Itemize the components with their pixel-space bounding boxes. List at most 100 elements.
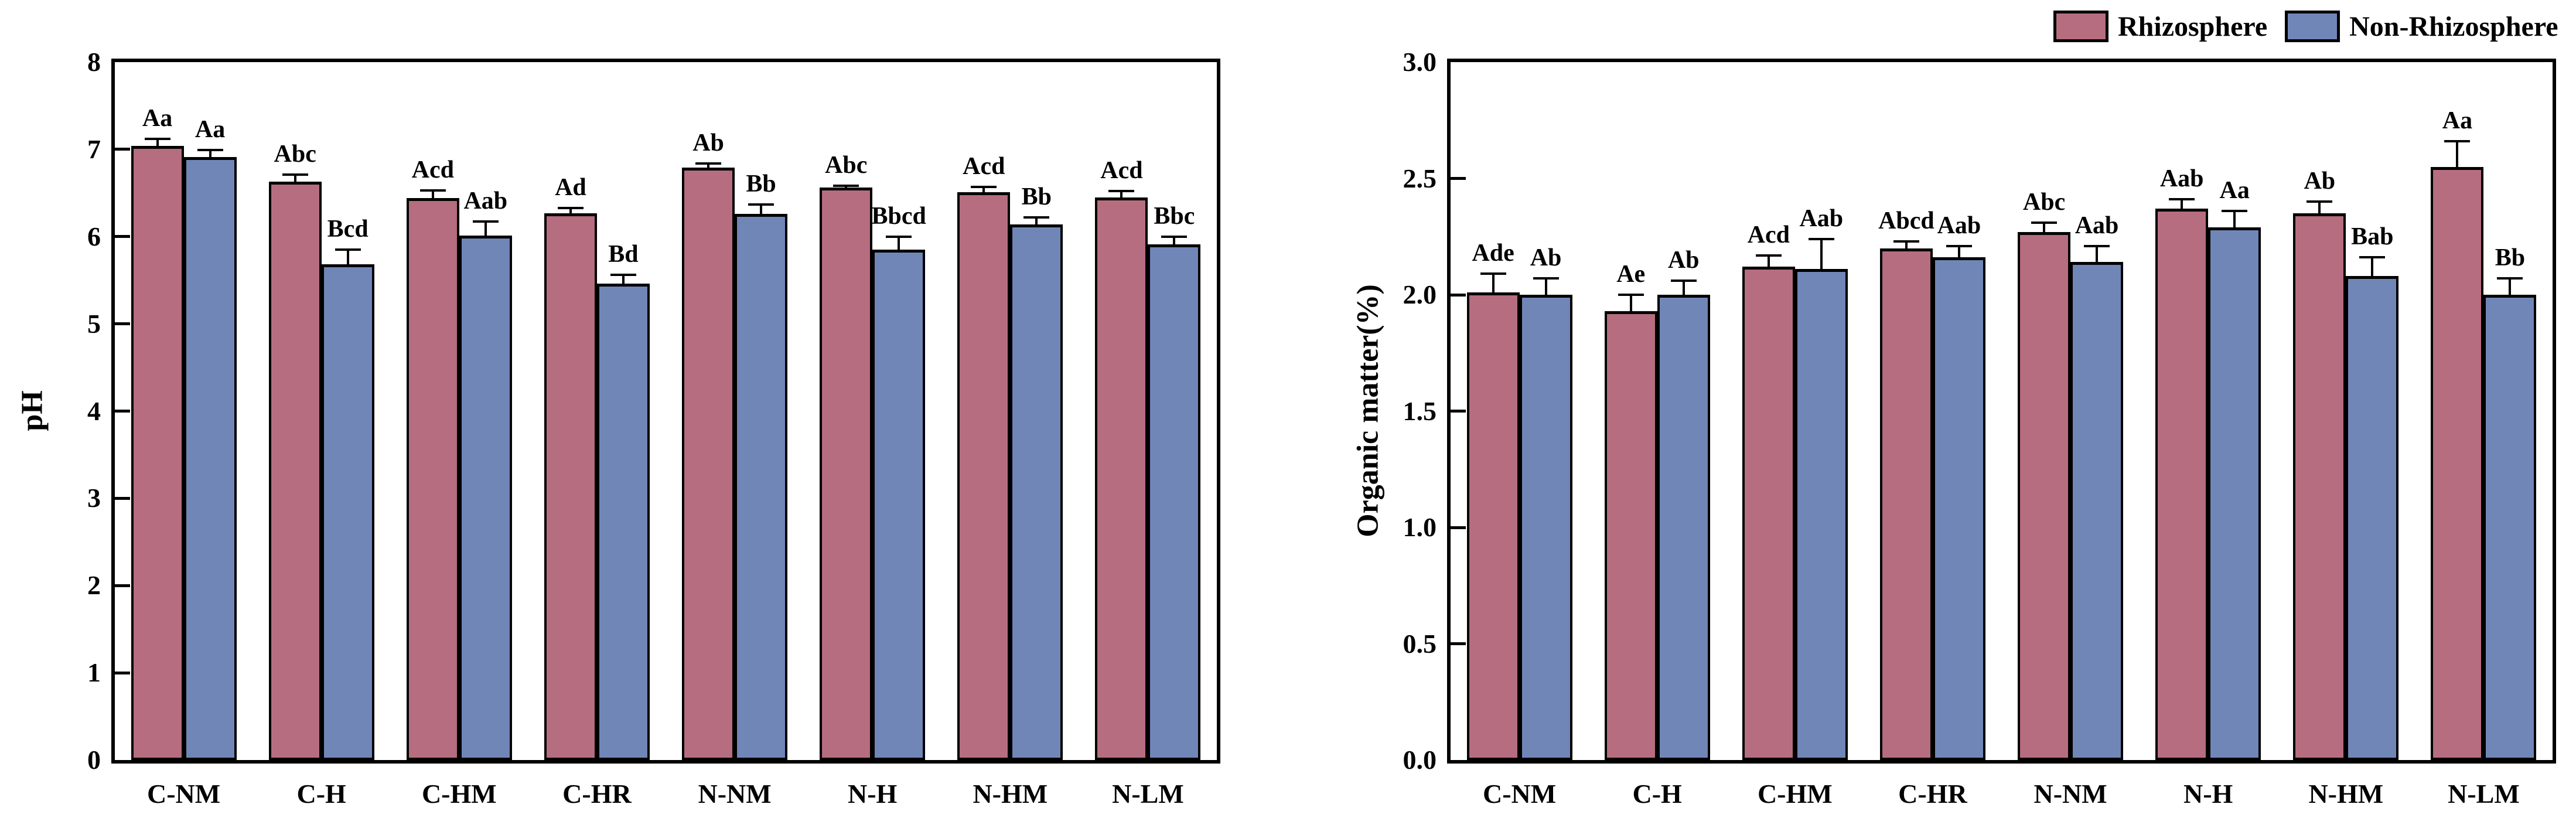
sig-label-rhizosphere-n-nm: Ab — [692, 129, 724, 156]
y-tick-label-8: 8 — [87, 47, 101, 77]
error-bar-rhizosphere-c-h — [1629, 295, 1632, 311]
sig-label-rhizosphere-c-hr: Abcd — [1878, 207, 1934, 234]
bar-rhizosphere-c-hr — [1879, 248, 1933, 760]
x-category-label-n-hm: N-HM — [973, 779, 1048, 809]
bar-rhizosphere-c-hr — [544, 213, 597, 760]
x-category-label-c-hr: C-HR — [1898, 779, 1967, 809]
x-category-label-c-hm: C-HM — [1757, 779, 1833, 809]
error-bar-non-rhizosphere-n-hm — [1035, 217, 1038, 224]
sig-label-rhizosphere-n-lm: Acd — [1100, 157, 1143, 185]
sig-label-non-rhizosphere-n-h: Bbcd — [871, 202, 926, 230]
y-tick-label-1: 1 — [87, 657, 101, 688]
sig-label-rhizosphere-c-hr: Ad — [555, 173, 586, 201]
bar-rhizosphere-c-hm — [406, 198, 459, 760]
error-bar-cap-non-rhizosphere-n-nm — [2084, 244, 2110, 247]
error-bar-non-rhizosphere-n-hm — [2371, 257, 2374, 277]
sig-label-non-rhizosphere-n-nm: Aab — [2075, 212, 2119, 239]
bar-rhizosphere-n-nm — [682, 168, 735, 760]
y-tick-mark-4 — [115, 410, 130, 413]
bar-rhizosphere-n-lm — [1095, 197, 1148, 760]
error-bar-rhizosphere-c-nm — [1492, 274, 1495, 293]
sig-label-non-rhizosphere-c-h: Bcd — [327, 216, 369, 243]
error-bar-cap-rhizosphere-c-nm — [1480, 272, 1506, 275]
y-tick-mark-3 — [115, 496, 130, 500]
y-tick-mark-2.0 — [1451, 293, 1466, 297]
sig-label-non-rhizosphere-c-nm: Aa — [195, 116, 226, 144]
legend-swatch-non-rhizosphere — [2285, 11, 2340, 42]
error-bar-non-rhizosphere-n-nm — [760, 204, 763, 214]
error-bar-rhizosphere-c-hr — [569, 207, 572, 213]
sig-label-rhizosphere-c-h: Abc — [274, 141, 316, 168]
x-category-label-n-hm: N-HM — [2308, 779, 2384, 809]
sig-label-non-rhizosphere-c-nm: Ab — [1530, 244, 1562, 272]
y-tick-mark-6 — [115, 235, 130, 238]
bar-non-rhizosphere-n-nm — [2070, 262, 2124, 760]
y-tick-label-2.5: 2.5 — [1403, 163, 1437, 193]
sig-label-rhizosphere-c-nm: Aa — [142, 105, 173, 132]
error-bar-cap-rhizosphere-n-h — [2169, 198, 2195, 201]
bar-non-rhizosphere-n-lm — [1148, 244, 1201, 760]
bar-non-rhizosphere-n-hm — [1010, 224, 1063, 760]
ph-axis-title: pH — [15, 390, 49, 431]
y-tick-mark-5 — [115, 322, 130, 326]
error-bar-cap-non-rhizosphere-c-h — [1670, 280, 1697, 282]
sig-label-rhizosphere-n-h: Abc — [825, 152, 868, 179]
sig-label-rhizosphere-c-hm: Acd — [1747, 221, 1790, 248]
y-tick-label-6: 6 — [87, 221, 101, 251]
error-bar-rhizosphere-c-nm — [156, 139, 159, 146]
y-tick-label-0.5: 0.5 — [1403, 628, 1437, 659]
y-tick-mark-1 — [115, 671, 130, 674]
bar-rhizosphere-c-nm — [1466, 292, 1520, 760]
error-bar-non-rhizosphere-n-lm — [2509, 278, 2512, 295]
sig-label-non-rhizosphere-n-hm: Bab — [2351, 223, 2394, 251]
y-tick-label-5: 5 — [87, 308, 101, 339]
sig-label-rhizosphere-c-nm: Ade — [1472, 240, 1514, 267]
x-category-label-c-h: C-H — [296, 779, 346, 809]
sig-label-non-rhizosphere-n-nm: Bb — [746, 170, 776, 197]
error-bar-rhizosphere-c-hr — [1905, 241, 1908, 248]
y-tick-mark-1.0 — [1451, 526, 1466, 529]
error-bar-cap-non-rhizosphere-n-hm — [2359, 256, 2386, 259]
error-bar-cap-rhizosphere-n-nm — [695, 162, 722, 165]
error-bar-cap-non-rhizosphere-c-hr — [610, 274, 636, 277]
error-bar-cap-rhizosphere-c-nm — [144, 138, 170, 141]
organic-matter-chart: Organic matter(%) Ade Ae Acd Abcd Abc Aab Ab Aa… — [1336, 0, 2556, 828]
y-tick-label-1.0: 1.0 — [1403, 512, 1437, 542]
error-bar-non-rhizosphere-c-h — [1682, 281, 1685, 295]
error-bar-cap-non-rhizosphere-c-h — [335, 248, 361, 251]
ph-plot-area: Aa Abc Acd Ad Ab Abc Acd Acd Aa Bcd Aab Bd Bb Bbcd Bb B… — [111, 59, 1220, 764]
bar-rhizosphere-n-hm — [957, 192, 1011, 760]
error-bar-rhizosphere-c-h — [294, 175, 296, 182]
error-bar-rhizosphere-n-nm — [2043, 222, 2046, 232]
organic-matter-plot-area: Ade Ae Acd Abcd Abc Aab Ab Aa Ab Ab Aab Aab Aab Aa Bab… — [1447, 59, 2556, 764]
legend-label-non-rhizosphere: Non-Rhizosphere — [2349, 11, 2558, 42]
bar-non-rhizosphere-c-h — [1657, 295, 1710, 760]
y-tick-mark-1.5 — [1451, 410, 1466, 413]
sig-label-rhizosphere-c-hm: Acd — [411, 156, 454, 183]
error-bar-cap-rhizosphere-c-h — [1618, 294, 1644, 296]
bar-non-rhizosphere-c-hm — [1794, 269, 1848, 760]
error-bar-non-rhizosphere-c-hm — [484, 222, 487, 236]
sig-label-rhizosphere-n-h: Aab — [2159, 165, 2204, 193]
error-bar-cap-non-rhizosphere-c-hr — [1946, 244, 1972, 247]
ph-chart: pH Aa Abc Acd Ad Ab Abc Acd Acd Aa Bcd Aab Bd Bb Bbcd… — [0, 0, 1220, 828]
legend: Rhizosphere Non-Rhizosphere — [2053, 8, 2567, 45]
error-bar-non-rhizosphere-n-h — [898, 236, 900, 250]
error-bar-cap-rhizosphere-c-h — [282, 173, 308, 176]
bar-non-rhizosphere-c-nm — [1519, 295, 1572, 760]
sig-label-rhizosphere-n-lm: Aa — [2442, 107, 2473, 134]
error-bar-cap-non-rhizosphere-c-nm — [197, 149, 223, 152]
error-bar-cap-non-rhizosphere-n-h — [2222, 210, 2248, 213]
x-category-label-c-hm: C-HM — [421, 779, 497, 809]
bar-non-rhizosphere-n-nm — [735, 214, 788, 760]
y-tick-label-1.5: 1.5 — [1403, 396, 1437, 426]
error-bar-non-rhizosphere-c-hr — [622, 275, 625, 284]
sig-label-rhizosphere-n-hm: Ab — [2304, 168, 2336, 195]
error-bar-cap-rhizosphere-c-hr — [557, 206, 584, 209]
error-bar-non-rhizosphere-n-h — [2233, 211, 2236, 227]
y-tick-label-0.0: 0.0 — [1403, 745, 1437, 775]
sig-label-non-rhizosphere-n-h: Aa — [2219, 177, 2250, 205]
organic-matter-axis-title: Organic matter(%) — [1351, 284, 1385, 537]
error-bar-non-rhizosphere-c-hr — [1957, 246, 1960, 258]
y-tick-label-2: 2 — [87, 570, 101, 601]
